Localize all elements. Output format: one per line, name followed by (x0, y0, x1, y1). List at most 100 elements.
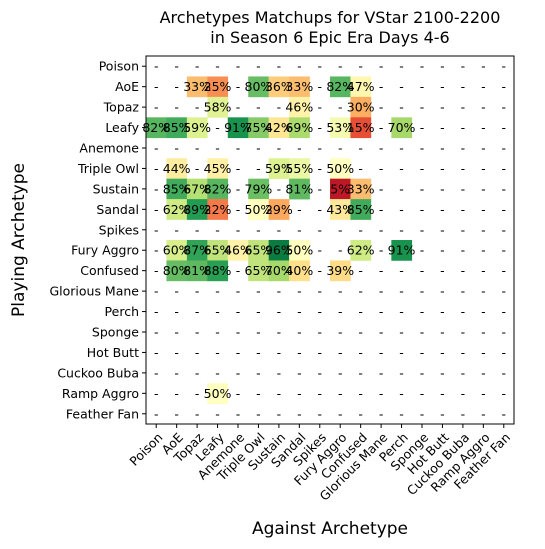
cell-value-label: - (236, 263, 241, 278)
cell-value-label: - (236, 222, 241, 237)
cell-value-label: - (481, 406, 486, 421)
cell-value-label: - (399, 263, 404, 278)
cell-value-label: - (440, 161, 445, 176)
cell-value-label: 15% (347, 120, 375, 135)
cell-value-label: - (399, 386, 404, 401)
cell-value-label: 46% (285, 100, 313, 115)
cell-value-label: - (236, 345, 241, 360)
cell-value-label: 33% (183, 79, 211, 94)
cell-value-label: - (277, 59, 282, 74)
cell-value-label: - (236, 161, 241, 176)
cell-value-label: - (461, 222, 466, 237)
cell-value-label: - (461, 345, 466, 360)
cell-value-label: 65% (245, 263, 273, 278)
y-tick-label: Feather Fan (66, 406, 139, 421)
cell-value-label: - (277, 325, 282, 340)
cell-value-label: - (461, 100, 466, 115)
cell-value-label: - (420, 325, 425, 340)
cell-value-label: 42% (265, 120, 293, 135)
cell-value-label: - (277, 386, 282, 401)
cell-value-label: - (236, 181, 241, 196)
y-tick-label: Leafy (105, 120, 139, 135)
cell-value-label: - (297, 304, 302, 319)
cell-value-label: - (236, 386, 241, 401)
heatmap-cell (207, 76, 229, 98)
cell-value-label: - (399, 304, 404, 319)
cell-value-label: - (195, 325, 200, 340)
cell-value-label: - (420, 345, 425, 360)
cell-value-label: - (195, 345, 200, 360)
cell-value-label: - (256, 222, 261, 237)
cell-value-label: - (440, 120, 445, 135)
cell-value-label: - (420, 100, 425, 115)
cell-value-label: 82% (204, 181, 232, 196)
cell-value-label: - (154, 263, 159, 278)
cell-value-label: 60% (163, 243, 191, 258)
cell-value-label: - (277, 345, 282, 360)
cell-value-label: - (461, 59, 466, 74)
heatmap-cell (207, 240, 229, 261)
cell-value-label: - (154, 100, 159, 115)
cell-value-label: 29% (265, 202, 293, 217)
cell-value-label: 33% (347, 181, 375, 196)
cell-value-label: - (338, 325, 343, 340)
y-tick-label: Anemone (79, 141, 139, 156)
cell-value-label: - (440, 59, 445, 74)
cell-value-label: - (502, 386, 507, 401)
cell-value-label: - (440, 263, 445, 278)
cell-value-label: - (399, 365, 404, 380)
cell-value-label: - (318, 79, 323, 94)
heatmap-cell (330, 117, 351, 139)
y-tick-label: Confused (80, 263, 139, 278)
cell-value-label: - (318, 181, 323, 196)
cell-value-label: - (215, 141, 220, 156)
cell-value-label: - (399, 79, 404, 94)
cell-value-label: - (358, 345, 363, 360)
cell-value-label: 82% (326, 79, 354, 94)
cell-value-label: - (420, 161, 425, 176)
cell-value-label: 22% (204, 202, 232, 217)
cell-value-label: - (215, 284, 220, 299)
cell-value-label: - (502, 202, 507, 217)
cell-value-label: - (318, 100, 323, 115)
cell-value-label: - (502, 161, 507, 176)
cell-value-label: - (256, 345, 261, 360)
cell-value-label: - (461, 284, 466, 299)
cell-value-label: - (440, 406, 445, 421)
cell-value-label: - (174, 325, 179, 340)
chart-title-line: Archetypes Matchups for VStar 2100-2200 (160, 8, 501, 27)
cell-value-label: - (215, 345, 220, 360)
cell-value-label: - (461, 365, 466, 380)
y-tick-label: Hot Butt (87, 345, 139, 360)
cell-value-label: - (420, 141, 425, 156)
heatmap-cell (186, 260, 208, 282)
cell-value-label: - (154, 222, 159, 237)
cell-value-label: 5% (330, 181, 350, 196)
cell-value-label: - (379, 120, 384, 135)
heatmap-cell (207, 96, 229, 118)
cell-value-label: - (420, 202, 425, 217)
heatmap-cell (350, 199, 372, 220)
cell-value-label: - (318, 406, 323, 421)
cell-value-label: - (481, 181, 486, 196)
heatmap-cell (227, 117, 249, 139)
cell-value-label: - (481, 263, 486, 278)
y-tick-label: Ramp Aggro (62, 386, 139, 401)
cell-value-label: - (461, 120, 466, 135)
cell-value-label: - (277, 100, 282, 115)
cell-value-label: - (440, 181, 445, 196)
heatmap-cell (248, 178, 269, 200)
cell-value-label: - (318, 386, 323, 401)
heatmap-cell (289, 117, 310, 139)
cell-value-label: - (379, 406, 384, 421)
cell-value-label: - (256, 284, 261, 299)
cell-value-label: - (440, 141, 445, 156)
cell-value-label: - (379, 284, 384, 299)
cell-value-label: - (174, 79, 179, 94)
cell-value-label: 46% (224, 243, 252, 258)
heatmap-cell (248, 76, 269, 98)
cell-value-label: - (502, 141, 507, 156)
y-tick-label: Sustain (93, 181, 139, 196)
cell-value-label: - (358, 263, 363, 278)
cell-value-label: - (440, 345, 445, 360)
